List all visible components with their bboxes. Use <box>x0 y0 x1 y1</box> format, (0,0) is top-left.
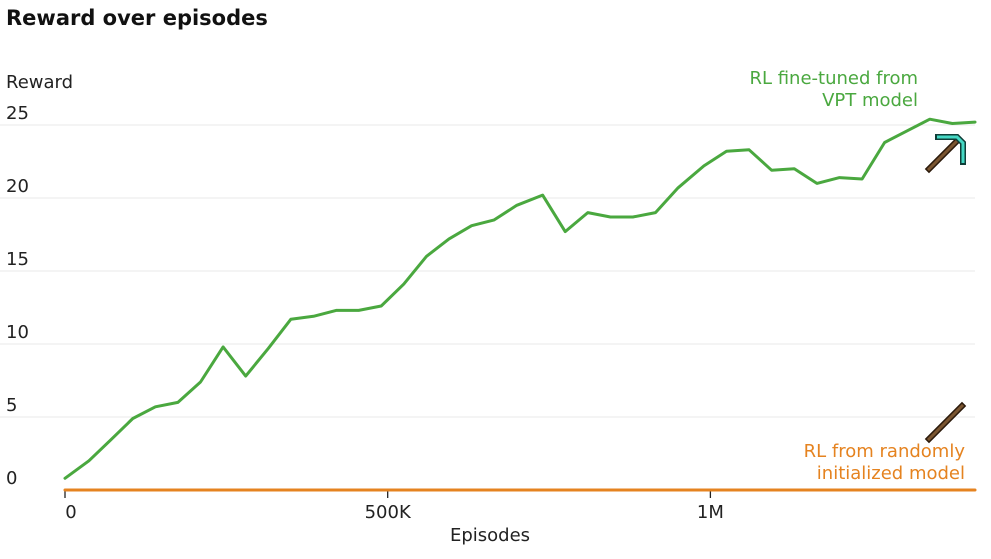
y-tick-label-5: 5 <box>6 395 17 416</box>
y-tick-label-20: 20 <box>6 176 29 197</box>
series-lines <box>63 117 977 492</box>
chart-title: Reward over episodes <box>6 6 268 30</box>
x-axis-label: Episodes <box>450 525 530 546</box>
gridlines <box>0 124 975 418</box>
diamond-pickaxe-icon <box>924 134 966 174</box>
series-label-vpt-line-1: RL fine-tuned from <box>749 68 918 89</box>
wooden-pickaxe-icon <box>924 401 967 444</box>
y-axis-label: Reward <box>6 72 73 93</box>
x-tick-label-1M: 1M <box>697 502 724 523</box>
series-label-random-init-line-1: RL from randomly <box>804 441 966 462</box>
x-ticks: 0 500K 1M <box>64 490 724 523</box>
y-tick-label-25: 25 <box>6 103 29 124</box>
series-label-random-init-line-2: initialized model <box>817 463 965 484</box>
y-tick-label-15: 15 <box>6 249 29 270</box>
series-label-vpt-line-2: VPT model <box>822 90 918 111</box>
y-tick-labels: 0 5 10 15 20 25 <box>6 103 29 489</box>
x-tick-label-0: 0 <box>65 502 76 523</box>
x-tick-label-500K: 500K <box>365 502 412 523</box>
y-tick-label-0: 0 <box>6 468 17 489</box>
y-tick-label-10: 10 <box>6 322 29 343</box>
series-line-vpt <box>63 117 977 480</box>
